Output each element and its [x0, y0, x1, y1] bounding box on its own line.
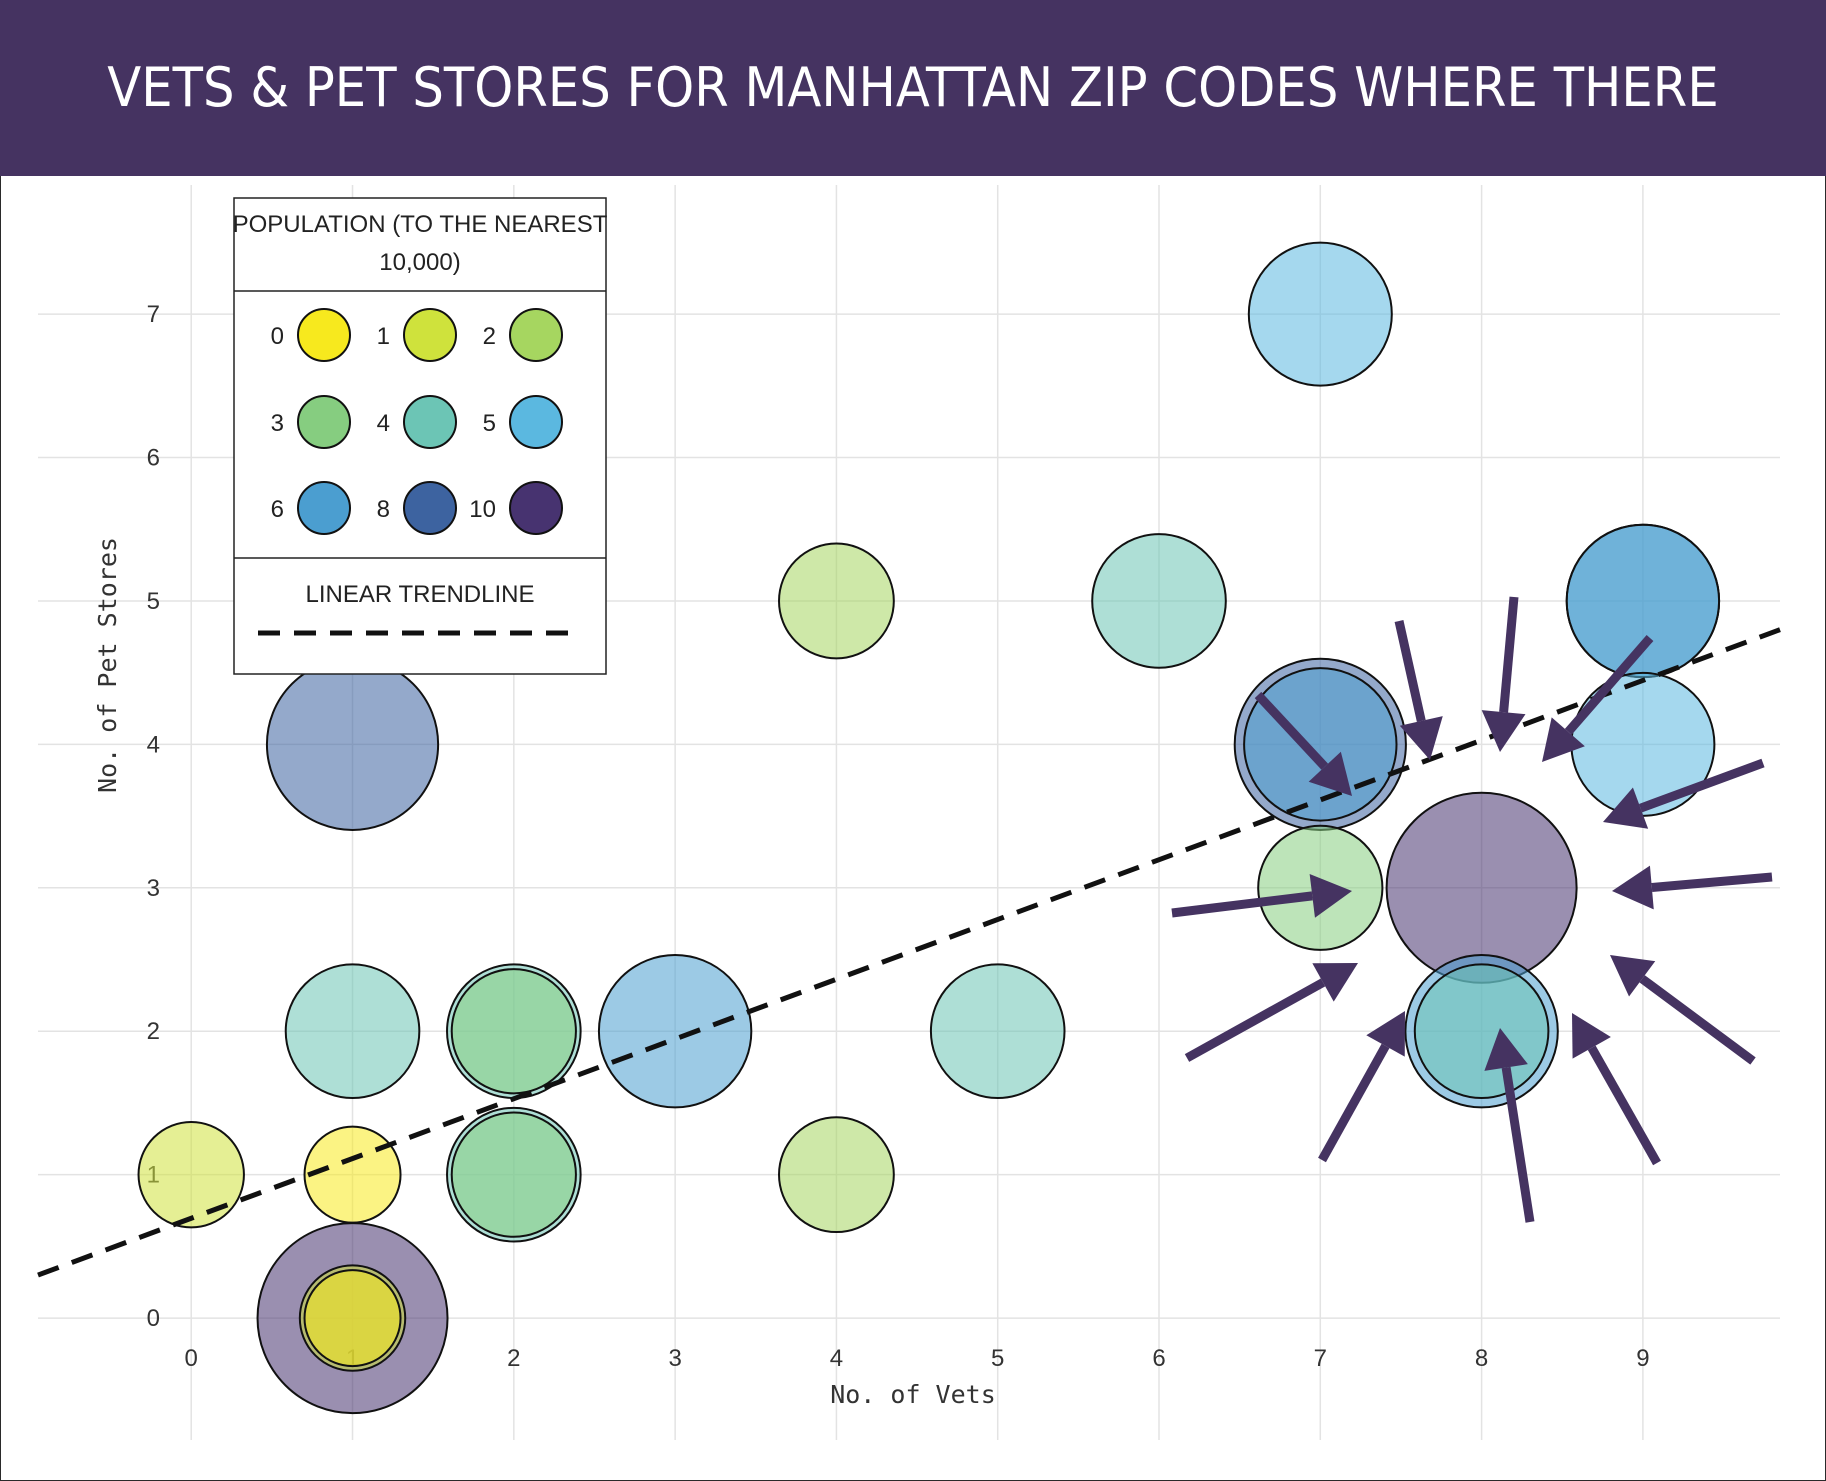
- annotation-arrow-shaft: [1639, 975, 1756, 1065]
- data-bubble: [1091, 533, 1227, 669]
- x-tick-label: 0: [185, 1345, 198, 1372]
- chart-title: VETS & PET STORES FOR MANHATTAN ZIP CODE…: [107, 56, 1719, 295]
- x-tick-label: 6: [1152, 1345, 1165, 1372]
- annotation-arrow-shaft: [1254, 691, 1329, 770]
- legend-level-label: 6: [271, 496, 284, 523]
- legend-level-label: 8: [377, 496, 390, 523]
- x-tick-label: 4: [830, 1345, 843, 1372]
- data-bubble: [450, 968, 577, 1095]
- legend-level-label: 2: [483, 323, 496, 350]
- annotation-arrow-head: [1399, 716, 1443, 760]
- arrow-layer: [1171, 596, 1773, 1223]
- data-bubble: [778, 542, 895, 660]
- annotation-arrow-shaft: [1318, 1043, 1390, 1163]
- legend-level-label: 3: [271, 410, 284, 437]
- legend: POPULATION (TO THE NEAREST 10,000) 0 1 2 3 4…: [233, 197, 608, 675]
- data-bubble: [265, 657, 440, 831]
- title-bar: VETS & PET STORES FOR MANHATTAN ZIP CODE…: [0, 0, 1826, 295]
- data-bubble: [303, 1125, 402, 1224]
- annotation-arrow-head: [1572, 1013, 1611, 1059]
- x-tick-label: 3: [668, 1345, 681, 1372]
- annotation-arrow-shaft: [1564, 635, 1654, 735]
- x-tick-label: 8: [1475, 1345, 1488, 1372]
- y-axis-title: No. of Pet Stores: [93, 537, 122, 793]
- data-bubble: [284, 963, 421, 1100]
- annotation-arrow-shaft: [1651, 872, 1773, 892]
- annotation-arrow-head: [1309, 874, 1352, 918]
- legend-level-label: 5: [483, 410, 496, 437]
- bubble-layer: [137, 241, 1721, 1415]
- data-bubble: [1565, 523, 1721, 679]
- legend-level-label: 1: [377, 323, 390, 350]
- legend-swatch: [509, 481, 563, 535]
- annotation-arrow-head: [1484, 1028, 1528, 1071]
- annotation-arrow-head: [1612, 865, 1654, 910]
- annotation-arrow-shaft: [1587, 1045, 1661, 1166]
- legend-swatch: [403, 395, 457, 449]
- data-bubble: [929, 963, 1066, 1100]
- legend-swatch: [403, 481, 457, 535]
- legend-swatch: [297, 395, 351, 449]
- data-bubble: [1570, 671, 1716, 817]
- x-tick-label: 7: [1314, 1345, 1327, 1372]
- x-tick-label: 9: [1636, 1345, 1649, 1372]
- legend-level-label: 10: [469, 496, 496, 523]
- annotation-arrow-head: [1312, 963, 1358, 1002]
- x-axis-title: No. of Vets: [830, 1380, 996, 1409]
- data-bubble: [778, 1116, 895, 1234]
- trendline: [37, 627, 1781, 1278]
- y-tick-label: 7: [147, 301, 160, 328]
- annotation-arrow-shaft: [1171, 891, 1313, 918]
- legend-title-line: POPULATION (TO THE NEAREST: [233, 211, 608, 238]
- legend-swatch: [509, 308, 563, 362]
- y-tick-label: 6: [147, 445, 160, 472]
- data-bubble: [1247, 241, 1393, 387]
- legend-level-label: 0: [271, 323, 284, 350]
- x-tick-label: 5: [991, 1345, 1004, 1372]
- data-bubble: [1243, 667, 1398, 822]
- legend-title-line: 10,000): [379, 249, 460, 276]
- annotation-arrow-head: [1308, 751, 1352, 796]
- legend-swatch: [509, 395, 563, 449]
- y-tick-label: 4: [147, 731, 160, 758]
- legend-level-label: 4: [377, 410, 390, 437]
- annotation-arrow-shaft: [1394, 620, 1426, 722]
- legend-trendline-label: LINEAR TRENDLINE: [306, 581, 535, 608]
- annotation-arrow-shaft: [1184, 978, 1326, 1062]
- annotation-arrow-shaft: [1499, 596, 1519, 713]
- annotation-arrow-head: [1366, 1011, 1405, 1057]
- legend-swatch: [297, 308, 351, 362]
- x-tick-label: 2: [507, 1345, 520, 1372]
- annotation-arrow-shaft: [1638, 758, 1765, 813]
- annotation-arrow-head: [1481, 710, 1526, 752]
- data-bubble: [450, 1111, 577, 1238]
- y-tick-label: 5: [147, 588, 160, 615]
- annotation-arrow-shaft: [1501, 1066, 1535, 1223]
- y-tick-label: 2: [147, 1018, 160, 1045]
- data-bubble: [137, 1120, 245, 1229]
- data-bubble: [1413, 963, 1550, 1100]
- annotation-arrow-head: [1603, 787, 1649, 829]
- data-bubble: [597, 954, 753, 1109]
- legend-swatch: [297, 481, 351, 535]
- y-tick-label: 3: [147, 875, 160, 902]
- annotation-arrow-head: [1610, 955, 1656, 997]
- trend-layer: [37, 627, 1781, 1278]
- legend-swatches: 0 1 2 3 4 5 6 8 10: [271, 308, 563, 535]
- annotation-arrow-head: [1542, 717, 1585, 762]
- data-bubble: [303, 1269, 402, 1368]
- y-tick-label: 0: [147, 1305, 160, 1332]
- legend-swatch: [403, 308, 457, 362]
